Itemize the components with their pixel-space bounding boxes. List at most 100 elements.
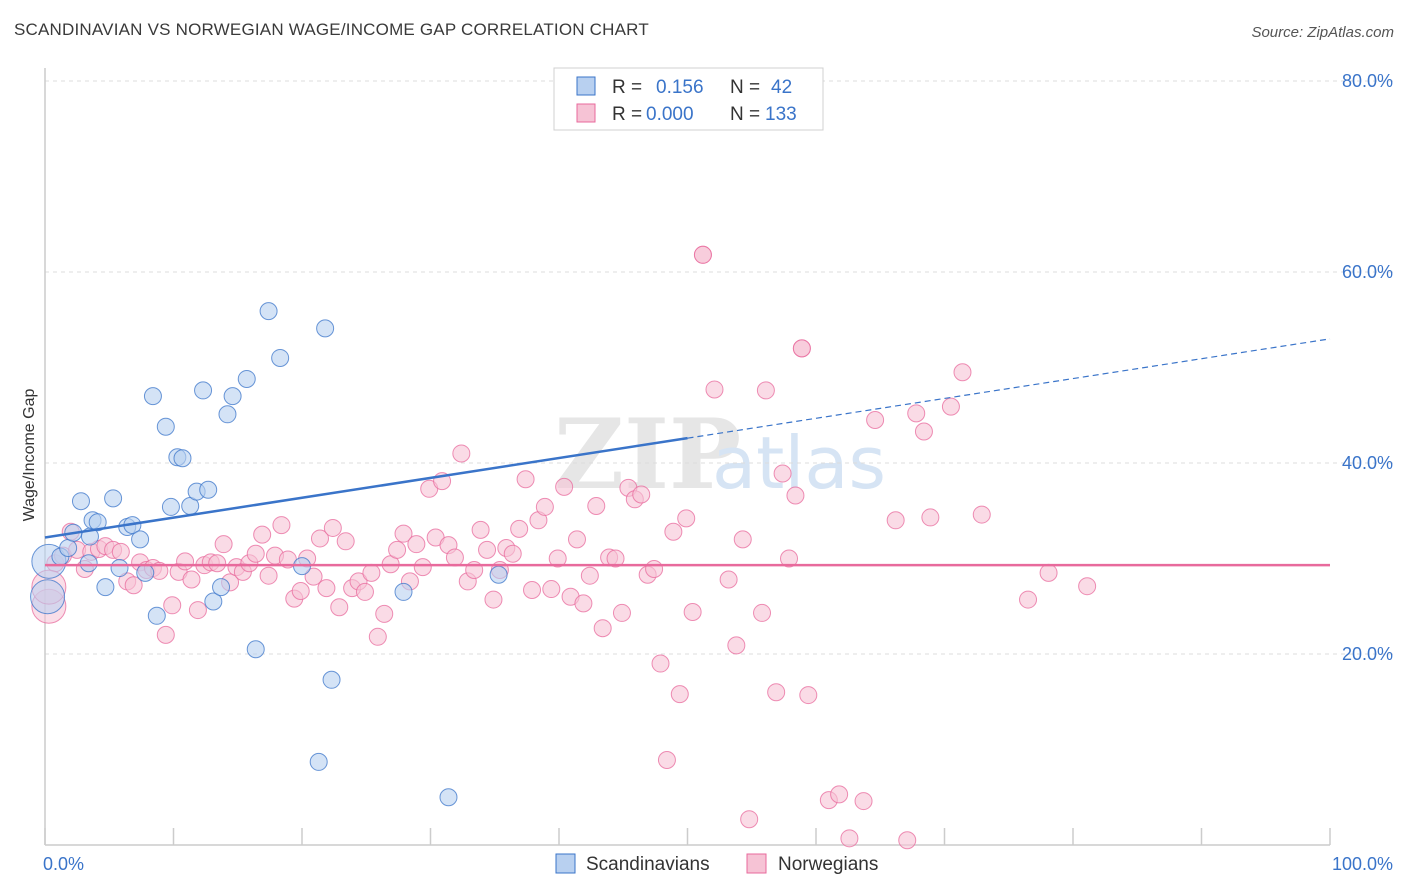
scandinavians-point-9: [96, 578, 115, 597]
scandinavians-point-14: [131, 530, 150, 549]
norwegians-point-82: [574, 594, 593, 613]
norwegians-point-85: [593, 619, 612, 638]
norwegians-point-96: [664, 522, 683, 541]
norwegians-point-119: [898, 831, 917, 850]
legend-r-label-1: R =: [612, 77, 642, 98]
legend-swatch-scandinavians: [576, 76, 596, 96]
norwegians-point-63: [452, 444, 471, 463]
source-label: Source: ZipAtlas.com: [1251, 24, 1394, 41]
legend-n-value-2: 133: [765, 104, 797, 125]
scandinavians-point-32: [259, 302, 278, 321]
norwegians-point-74: [523, 581, 542, 600]
legend-box: [553, 67, 824, 131]
scandinavians-points: [30, 302, 508, 807]
norwegians-point-117: [866, 411, 885, 430]
norwegians-point-48: [355, 582, 374, 601]
norwegians-point-131: [792, 339, 811, 358]
norwegians-point-66: [471, 520, 490, 539]
norwegians-point-94: [651, 654, 670, 673]
scandinavians-point-27: [212, 578, 231, 597]
norwegians-point-76: [535, 497, 554, 516]
legend-r-value-1: 0.156: [656, 77, 704, 98]
scandinavians-trend-extension: [687, 338, 1331, 439]
norwegians-point-20: [176, 552, 195, 571]
norwegians-point-101: [705, 380, 724, 399]
norwegians-point-104: [733, 530, 752, 549]
norwegians-point-114: [830, 785, 849, 804]
norwegians-point-40: [304, 567, 323, 586]
legend-n-value-1: 42: [771, 77, 792, 98]
scandinavians-point-19: [161, 497, 180, 516]
norwegians-point-128: [1078, 577, 1097, 596]
norwegians-point-57: [413, 558, 432, 577]
norwegians-point-122: [921, 508, 940, 527]
y-tick-label-80: 80.0%: [1342, 71, 1393, 91]
norwegians-point-72: [510, 519, 529, 538]
norwegians-point-127: [1039, 563, 1058, 582]
norwegians-point-106: [756, 381, 775, 400]
scandinavians-point-28: [218, 405, 237, 424]
norwegians-point-68: [484, 590, 503, 609]
scandinavians-point-39: [439, 788, 458, 807]
norwegians-point-31: [246, 544, 265, 563]
norwegians-point-105: [753, 603, 772, 622]
norwegians-point-44: [330, 598, 349, 617]
norwegians-point-10: [111, 542, 130, 561]
scandinavians-point-15: [136, 563, 155, 582]
y-tick-label-40: 40.0%: [1342, 453, 1393, 473]
bottom-legend-label-scandinavians: Scandinavians: [586, 854, 710, 875]
legend-r-label-2: R =: [612, 104, 642, 125]
y-axis-tick-labels: 20.0% 40.0% 60.0% 80.0%: [1342, 71, 1393, 664]
norwegians-point-43: [323, 518, 342, 537]
norwegians-point-54: [394, 524, 413, 543]
norwegians-point-88: [612, 603, 631, 622]
norwegians-point-45: [336, 532, 355, 551]
norwegians-point-32: [253, 525, 272, 544]
x-tick-label-max: 100.0%: [1332, 854, 1393, 874]
norwegians-point-115: [840, 829, 859, 848]
norwegians-point-51: [375, 604, 394, 623]
norwegians-point-120: [907, 404, 926, 423]
norwegians-point-22: [188, 601, 207, 620]
norwegians-point-83: [580, 566, 599, 585]
scandinavians-point-30: [237, 369, 256, 388]
norwegians-point-97: [670, 685, 689, 704]
scandinavians-point-21: [173, 449, 192, 468]
norwegians-point-125: [972, 505, 991, 524]
scandinavians-point-25: [199, 480, 218, 499]
norwegians-point-98: [677, 509, 696, 528]
norwegians-point-41: [310, 529, 329, 548]
scandinavians-point-17: [147, 606, 166, 625]
scandinavians-point-41: [30, 579, 66, 615]
legend-n-label-1: N =: [730, 77, 760, 98]
bottom-legend-swatch-norwegians: [746, 853, 767, 874]
y-tick-label-60: 60.0%: [1342, 262, 1393, 282]
x-axis-ticks: [44, 828, 1331, 845]
norwegians-point-79: [555, 477, 574, 496]
norwegians-point-107: [767, 683, 786, 702]
scandinavians-point-24: [194, 381, 213, 400]
norwegians-point-81: [567, 530, 586, 549]
norwegians-point-103: [727, 636, 746, 655]
scandinavians-point-40: [489, 565, 508, 584]
norwegians-point-93: [645, 560, 664, 579]
norwegians-point-116: [854, 792, 873, 811]
norwegians-point-17: [156, 625, 175, 644]
series-legend: Scandinavians Norwegians: [555, 853, 878, 875]
norwegians-point-91: [632, 485, 651, 504]
norwegians-point-99: [683, 602, 702, 621]
y-tick-label-20: 20.0%: [1342, 644, 1393, 664]
legend-n-label-2: N =: [730, 104, 760, 125]
norwegians-point-18: [163, 596, 182, 615]
norwegians-point-87: [606, 549, 625, 568]
norwegians-point-130: [740, 810, 759, 829]
norwegians-point-53: [388, 540, 407, 559]
norwegians-point-67: [478, 540, 497, 559]
scandinavians-point-35: [309, 752, 328, 771]
scandinavians-point-33: [271, 348, 290, 367]
norwegians-point-102: [719, 570, 738, 589]
scandinavians-point-11: [110, 559, 129, 578]
trend-lines: [44, 338, 1331, 567]
norwegians-point-78: [548, 549, 567, 568]
scandinavians-point-18: [156, 417, 175, 436]
